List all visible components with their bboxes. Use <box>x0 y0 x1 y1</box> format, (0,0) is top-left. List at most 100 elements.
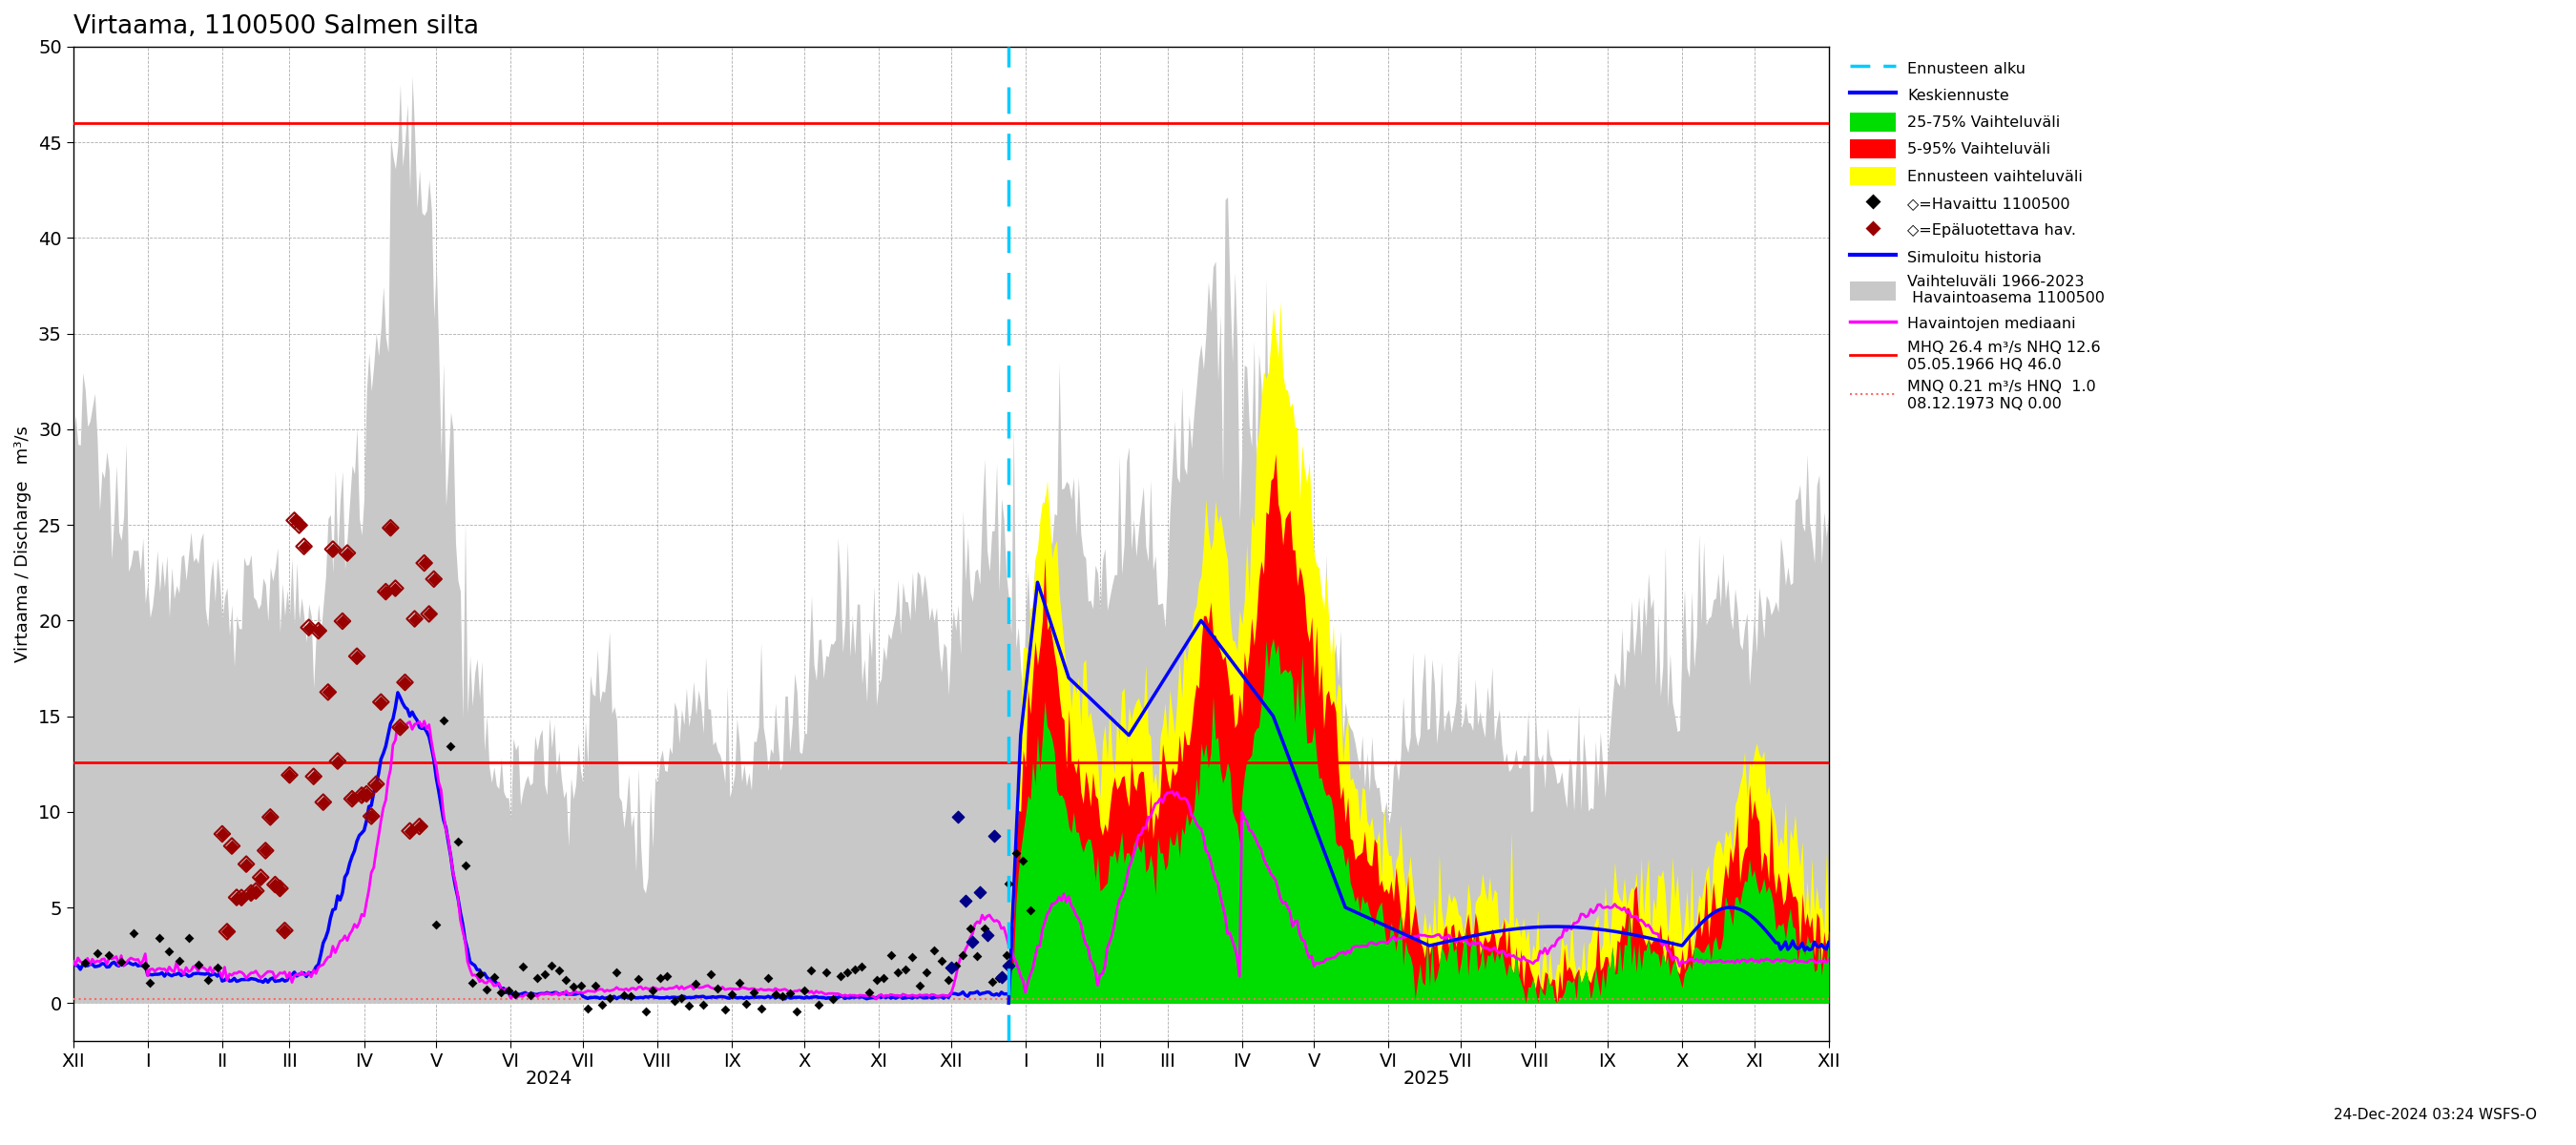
Point <box>927 971 969 989</box>
Point <box>603 986 644 1004</box>
Point <box>590 989 631 1008</box>
Point <box>871 946 912 964</box>
Point <box>77 943 118 962</box>
Point <box>799 996 840 1014</box>
Point <box>374 579 415 598</box>
Point <box>345 784 386 803</box>
Point <box>806 963 848 981</box>
Point <box>538 962 580 980</box>
Point <box>234 882 276 900</box>
Point <box>260 879 301 898</box>
Point <box>299 622 340 640</box>
Point <box>206 923 247 941</box>
Point <box>361 693 402 711</box>
Point <box>863 969 904 987</box>
Point <box>366 583 407 601</box>
Point <box>518 969 559 987</box>
Point <box>495 986 536 1004</box>
Point <box>487 981 528 1000</box>
Point <box>229 884 270 902</box>
Point <box>719 974 760 993</box>
Point <box>234 882 276 900</box>
Point <box>848 982 889 1001</box>
Point <box>188 971 229 989</box>
Point <box>989 874 1030 892</box>
Point <box>914 941 956 960</box>
Point <box>981 968 1023 986</box>
Point <box>775 1003 817 1021</box>
Point <box>100 953 142 971</box>
Point <box>979 969 1020 987</box>
Point <box>229 884 270 902</box>
Point <box>294 767 335 785</box>
Point <box>502 957 544 976</box>
Point <box>227 855 268 874</box>
Point <box>178 956 219 974</box>
Point <box>371 519 412 537</box>
Point <box>340 787 381 805</box>
Point <box>255 876 296 894</box>
Point <box>531 956 572 974</box>
Point <box>64 954 106 972</box>
Point <box>559 977 600 995</box>
Point <box>322 611 363 630</box>
Text: 24-Dec-2024 03:24 WSFS-O: 24-Dec-2024 03:24 WSFS-O <box>2334 1108 2537 1122</box>
Point <box>683 996 724 1014</box>
Point <box>987 947 1028 965</box>
Point <box>222 889 263 907</box>
Point <box>631 981 672 1000</box>
Point <box>332 790 374 808</box>
Point <box>201 824 242 843</box>
Point <box>260 879 301 898</box>
Point <box>422 711 464 729</box>
Point <box>139 930 180 948</box>
Point <box>211 837 252 855</box>
Point <box>345 784 386 803</box>
Point <box>930 958 971 977</box>
Point <box>523 964 564 982</box>
Point <box>124 956 165 974</box>
Point <box>394 609 435 627</box>
Point <box>227 855 268 874</box>
Point <box>956 947 997 965</box>
Point <box>167 929 209 947</box>
Point <box>963 919 1005 938</box>
Point <box>410 605 451 623</box>
Point <box>399 818 440 836</box>
Point <box>466 980 507 998</box>
Point <box>327 544 368 562</box>
Point <box>196 958 237 977</box>
Legend: Ennusteen alku, Keskiennuste, 25-75% Vaihteluväli, 5-95% Vaihteluväli, Ennusteen: Ennusteen alku, Keskiennuste, 25-75% Vai… <box>1844 54 2110 416</box>
Point <box>245 842 286 860</box>
Point <box>842 957 884 976</box>
Point <box>554 978 595 996</box>
Point <box>222 889 263 907</box>
Point <box>945 892 987 910</box>
Point <box>278 516 319 535</box>
Point <box>935 956 976 974</box>
Point <box>206 923 247 941</box>
Point <box>355 775 397 793</box>
Point <box>989 956 1030 974</box>
Point <box>322 611 363 630</box>
Point <box>384 673 425 692</box>
Point <box>379 718 420 736</box>
Point <box>951 919 992 938</box>
Point <box>855 971 896 989</box>
Point <box>675 976 716 994</box>
Point <box>278 516 319 535</box>
Point <box>1002 852 1043 870</box>
Point <box>350 807 392 826</box>
Point <box>113 924 155 942</box>
Point <box>404 554 446 572</box>
Point <box>835 961 876 979</box>
Point <box>255 876 296 894</box>
Point <box>739 1000 781 1018</box>
Point <box>240 868 281 886</box>
Point <box>698 980 739 998</box>
Point <box>265 922 307 940</box>
Point <box>953 933 994 951</box>
Point <box>546 971 587 989</box>
Point <box>827 964 868 982</box>
Point <box>88 946 129 964</box>
